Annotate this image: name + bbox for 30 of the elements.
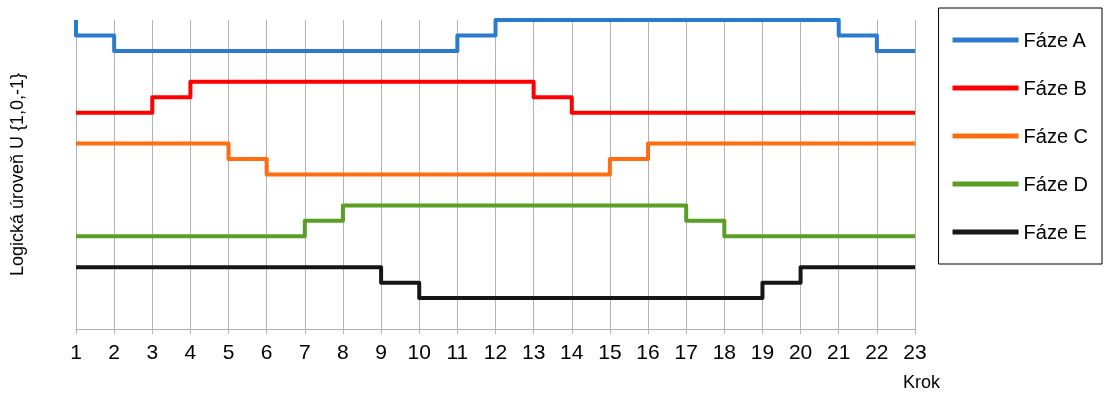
x-tick-label: 14: [560, 340, 584, 363]
x-tick-label: 20: [788, 340, 813, 363]
x-axis-title: Krok: [903, 372, 942, 392]
x-tick-label: 1: [70, 340, 82, 363]
x-tick-label: 16: [636, 340, 660, 363]
x-tick-label: 17: [674, 340, 698, 363]
x-tick-label: 10: [407, 340, 431, 363]
x-tick-label: 13: [521, 340, 546, 363]
x-tick-label: 19: [750, 340, 775, 363]
x-tick-label: 9: [375, 340, 387, 363]
x-tick-label: 8: [337, 340, 349, 363]
x-tick-label: 2: [108, 340, 120, 363]
y-axis-title: Logická úroveň U {1,0,-1}: [7, 72, 27, 277]
legend-label: Fáze A: [1023, 29, 1087, 51]
x-tick-label: 18: [712, 340, 736, 363]
x-tick-label: 21: [827, 340, 851, 363]
x-tick-label: 23: [903, 340, 927, 363]
legend-label: Fáze E: [1023, 221, 1087, 243]
x-tick-label: 22: [865, 340, 889, 363]
x-tick-label: 3: [146, 340, 159, 363]
x-tick-label: 6: [260, 340, 273, 363]
legend-label: Fáze C: [1023, 125, 1089, 147]
x-tick-label: 15: [598, 340, 622, 363]
x-tick-label: 12: [483, 340, 508, 363]
x-tick-label: 7: [298, 340, 311, 363]
x-tick-label: 5: [222, 340, 235, 363]
x-tick-label: 11: [446, 340, 469, 363]
x-tick-label: 4: [184, 340, 197, 363]
legend-label: Fáze D: [1023, 173, 1089, 195]
legend-label: Fáze B: [1023, 77, 1087, 99]
